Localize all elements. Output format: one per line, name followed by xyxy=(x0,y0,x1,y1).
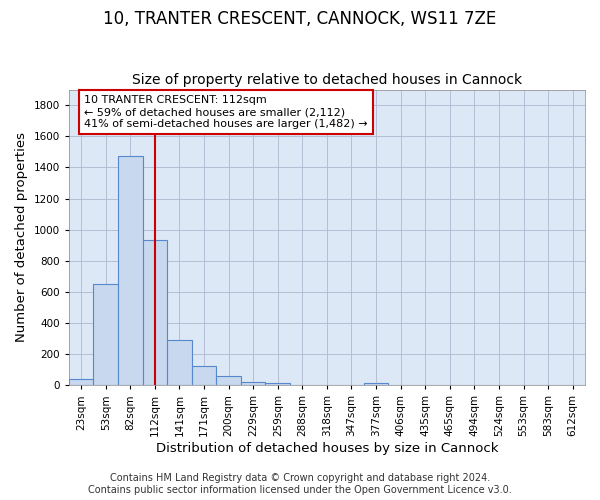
Bar xyxy=(69,379,94,386)
Text: 10, TRANTER CRESCENT, CANNOCK, WS11 7ZE: 10, TRANTER CRESCENT, CANNOCK, WS11 7ZE xyxy=(103,10,497,28)
Bar xyxy=(94,284,118,386)
Bar xyxy=(192,366,217,386)
Title: Size of property relative to detached houses in Cannock: Size of property relative to detached ho… xyxy=(132,73,522,87)
Bar xyxy=(364,383,388,386)
Bar xyxy=(265,383,290,386)
Text: 10 TRANTER CRESCENT: 112sqm
← 59% of detached houses are smaller (2,112)
41% of : 10 TRANTER CRESCENT: 112sqm ← 59% of det… xyxy=(85,96,368,128)
Bar xyxy=(241,382,265,386)
Bar xyxy=(143,240,167,386)
Bar xyxy=(217,376,241,386)
Bar xyxy=(118,156,143,386)
Bar xyxy=(167,340,192,386)
Y-axis label: Number of detached properties: Number of detached properties xyxy=(15,132,28,342)
X-axis label: Distribution of detached houses by size in Cannock: Distribution of detached houses by size … xyxy=(155,442,498,455)
Text: Contains HM Land Registry data © Crown copyright and database right 2024.
Contai: Contains HM Land Registry data © Crown c… xyxy=(88,474,512,495)
